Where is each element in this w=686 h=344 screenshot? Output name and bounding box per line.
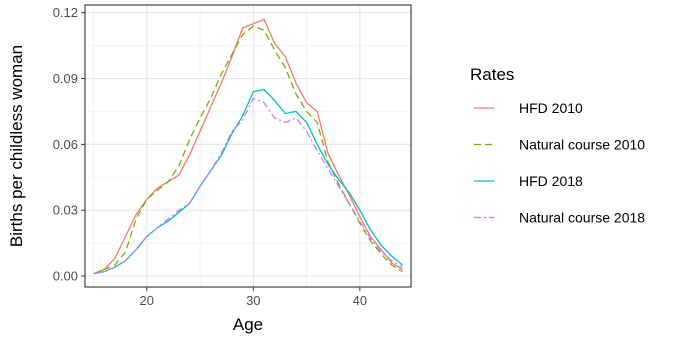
plot-panel (84, 4, 412, 288)
series-line-4 (93, 97, 403, 275)
y-tick-label: 0.06 (53, 137, 78, 152)
legend-key-background (472, 133, 496, 156)
y-axis: 0.00 0.03 0.06 0.09 0.12 (53, 5, 85, 284)
y-tick-label: 0.09 (53, 71, 78, 86)
x-axis-title: Age (233, 315, 263, 334)
x-tick-label: 40 (353, 293, 367, 308)
series-lines (93, 18, 403, 275)
series-line-2 (93, 25, 403, 275)
y-tick-label: 0.12 (53, 5, 78, 20)
legend-label-4: Natural course 2018 (519, 210, 645, 226)
panel-background (85, 5, 411, 287)
grid-minor (85, 5, 411, 287)
y-tick-label: 0.03 (53, 203, 78, 218)
x-axis: 20 30 40 (140, 287, 367, 308)
legend-title: Rates (470, 65, 514, 84)
x-tick-label: 20 (140, 293, 154, 308)
x-tick-label: 30 (246, 293, 260, 308)
legend-label-1: HFD 2010 (519, 100, 583, 116)
y-tick-label: 0.00 (53, 269, 78, 284)
legend-label-3: HFD 2018 (519, 173, 583, 189)
grid-major (85, 5, 411, 287)
legend-label-2: Natural course 2010 (519, 137, 645, 153)
legend: Rates HFD 2010 Natural course 2010 HFD 201… (470, 65, 645, 229)
y-axis-title: Births per childless woman (7, 45, 26, 247)
panel-border (84, 4, 412, 288)
